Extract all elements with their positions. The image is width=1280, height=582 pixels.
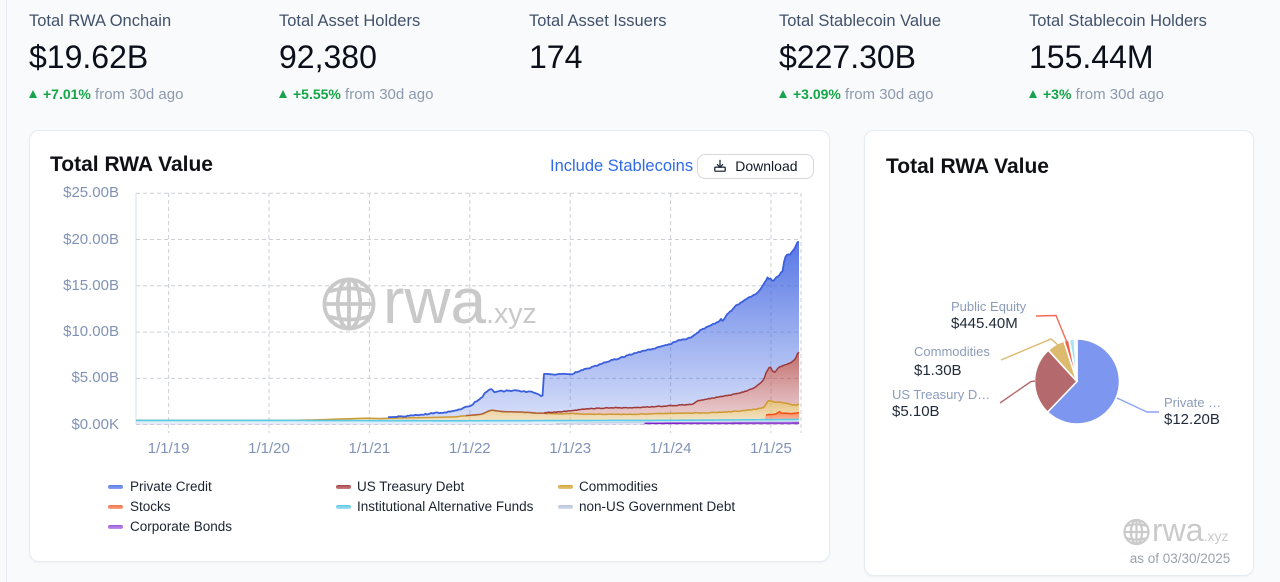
svg-text:rwa.xyz: rwa.xyz [1152,512,1228,548]
svg-text:rwa.xyz: rwa.xyz [383,265,537,337]
